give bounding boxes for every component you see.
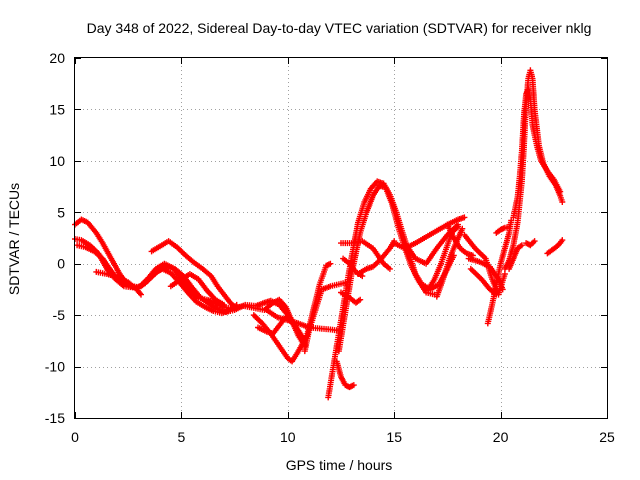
- axes: 0 5 10 15 20 25 -15 -10 -5 0 5 10 15 20: [45, 50, 615, 445]
- series-markers: [301, 279, 351, 355]
- series-markers: [338, 289, 364, 306]
- x-tick-label: 20: [493, 429, 509, 445]
- series-arc-4: [93, 268, 144, 298]
- series-markers: [333, 358, 357, 391]
- y-tick-label: 10: [49, 153, 65, 169]
- series-markers: [444, 221, 476, 259]
- x-tick-label: 15: [386, 429, 402, 445]
- series-arc-9: [263, 307, 342, 334]
- series-arc-32: [544, 237, 566, 257]
- series-arc-5: [148, 238, 238, 310]
- series-markers: [510, 85, 564, 221]
- y-tick-label: -15: [45, 410, 65, 426]
- series-markers: [391, 214, 468, 252]
- x-axis-label: GPS time / hours: [286, 457, 393, 473]
- series-arc-30: [506, 242, 525, 272]
- series-markers: [506, 242, 525, 272]
- series-arc-17: [355, 238, 398, 277]
- series-arc-29: [510, 85, 564, 221]
- series-markers: [263, 307, 342, 334]
- y-tick-label: -10: [45, 359, 65, 375]
- series-arc-22: [444, 221, 476, 259]
- series-markers: [544, 237, 566, 257]
- series-arc-27: [493, 223, 513, 236]
- x-tick-label: 10: [280, 429, 296, 445]
- y-tick-label: -5: [53, 307, 66, 323]
- series-arc-20: [425, 223, 461, 293]
- series-markers: [93, 268, 144, 298]
- series-markers: [355, 238, 398, 277]
- series-markers: [425, 223, 461, 293]
- series-arc-14: [338, 289, 364, 306]
- plot-frame: [74, 57, 608, 419]
- y-tick-label: 0: [57, 256, 65, 272]
- series-arc-26: [484, 217, 515, 327]
- data-marks: [72, 67, 566, 401]
- series-arc-6: [167, 271, 227, 308]
- series-arc-10: [301, 279, 351, 355]
- chart-title: Day 348 of 2022, Sidereal Day-to-day VTE…: [87, 20, 592, 36]
- x-tick-label: 5: [178, 429, 186, 445]
- series-markers: [335, 182, 438, 355]
- x-tick-label: 0: [71, 429, 79, 445]
- y-axis-label: SDTVAR / TECUs: [6, 183, 22, 295]
- series-arc-31: [523, 238, 538, 249]
- series-arc-12: [335, 182, 438, 355]
- series-arc-18: [391, 214, 468, 252]
- y-tick-label: 20: [49, 50, 65, 66]
- series-markers: [148, 238, 238, 310]
- series-markers: [493, 223, 513, 236]
- series-markers: [484, 217, 515, 327]
- series-markers: [167, 271, 227, 308]
- series-arc-13: [333, 358, 357, 391]
- y-tick-label: 15: [49, 101, 65, 117]
- series-markers: [523, 238, 538, 249]
- y-tick-label: 5: [57, 204, 65, 220]
- x-tick-label: 25: [599, 429, 615, 445]
